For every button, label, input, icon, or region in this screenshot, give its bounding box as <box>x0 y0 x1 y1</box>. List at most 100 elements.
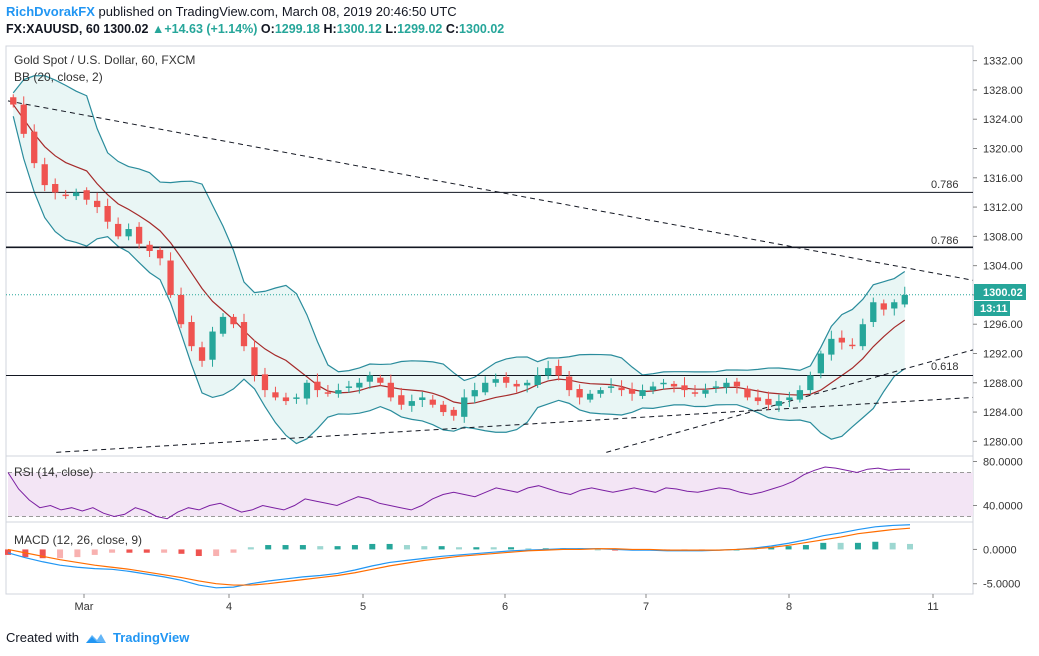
candle <box>450 406 457 421</box>
candle-body <box>62 194 69 197</box>
low-value: 1299.02 <box>397 22 443 36</box>
macd-histogram-bar <box>91 549 98 555</box>
macd-histogram-bar <box>854 542 861 550</box>
candle <box>534 367 541 388</box>
author-name[interactable]: RichDvorakFX <box>6 4 95 19</box>
price-pane-title: Gold Spot / U.S. Dollar, 60, FXCM <box>14 53 195 67</box>
price-tick-label: 1280.00 <box>983 436 1023 448</box>
candle <box>681 377 688 398</box>
macd-histogram-bar <box>195 549 202 557</box>
candle <box>870 297 877 327</box>
price-tick-label: 1328.00 <box>983 85 1023 97</box>
candle <box>691 384 699 397</box>
candle-body <box>492 379 499 383</box>
candle <box>712 380 720 393</box>
publish-header: RichDvorakFX published on TradingView.co… <box>6 4 457 19</box>
candle-body <box>461 397 468 417</box>
candle-body <box>702 390 709 394</box>
price-tick-label: 1332.00 <box>983 56 1023 68</box>
candle-body <box>31 131 38 164</box>
price-tick-label: 1308.00 <box>983 231 1023 243</box>
macd-histogram-bar <box>5 549 11 555</box>
candle <box>94 192 101 214</box>
candle <box>786 391 793 408</box>
macd-histogram-bar <box>907 543 913 550</box>
candle <box>440 400 447 417</box>
candle-body <box>723 382 730 388</box>
candle <box>754 389 762 406</box>
symbol-label: FX:XAUUSD, 60 <box>6 22 100 36</box>
candle-body <box>314 381 321 391</box>
price-tick-label: 1324.00 <box>983 114 1023 126</box>
candle-body <box>828 338 835 355</box>
candle <box>471 382 478 404</box>
candle-body <box>670 383 678 387</box>
candle <box>555 359 562 381</box>
close-value: 1300.02 <box>459 22 505 36</box>
candle <box>303 379 311 405</box>
time-ticks: Mar 4 5 6 7 8 11 <box>75 594 939 613</box>
candle <box>293 393 300 404</box>
tradingview-brand[interactable]: TradingView <box>112 630 190 645</box>
macd-histogram-bar <box>421 546 428 550</box>
low-label: L: <box>385 22 398 36</box>
candle <box>545 360 552 380</box>
macd-histogram-bar <box>334 546 341 550</box>
candle <box>628 382 636 401</box>
macd-histogram-bar <box>109 549 116 553</box>
candle-body <box>177 294 185 325</box>
macd-histogram-bar <box>594 549 601 551</box>
candle <box>429 394 436 408</box>
candle-body <box>880 303 887 310</box>
candle <box>324 384 332 397</box>
macd-histogram-bar <box>39 549 46 559</box>
candle-body <box>471 390 478 397</box>
candle <box>251 339 258 382</box>
candle-body <box>219 316 227 334</box>
macd-histogram-bar <box>57 549 64 559</box>
candle-body <box>188 322 195 347</box>
candle <box>31 124 38 169</box>
candle <box>670 380 678 393</box>
macd-histogram-bar <box>490 547 497 550</box>
price-tick-label: 1312.00 <box>983 202 1023 214</box>
candle-body <box>377 377 384 383</box>
fib-label-2: 0.786 <box>931 235 959 247</box>
candle-body <box>335 390 342 394</box>
candle <box>618 380 625 397</box>
candle <box>83 187 90 205</box>
candle-body <box>303 382 311 399</box>
candle <box>282 392 290 406</box>
candle-body <box>838 337 845 343</box>
candle <box>775 394 783 412</box>
macd-tick-label: 0.0000 <box>983 544 1017 556</box>
candle-body <box>440 404 447 413</box>
candle <box>146 240 153 258</box>
macd-histogram-bar <box>247 547 254 550</box>
candle <box>828 330 835 361</box>
candle <box>156 246 164 266</box>
candle <box>597 387 604 398</box>
candle-body <box>450 409 457 416</box>
price-tick-label: 1320.00 <box>983 144 1023 156</box>
candle <box>198 341 206 367</box>
candle-body <box>272 392 279 398</box>
candle-body <box>565 376 573 391</box>
bb-fill <box>13 75 905 444</box>
candle <box>419 391 426 408</box>
rsi-tick-label: 80.0000 <box>983 457 1023 469</box>
price-badge: 1300.02 13:11 <box>974 284 1026 316</box>
candle <box>461 389 468 423</box>
macd-histogram-bar <box>473 547 480 550</box>
candle-body <box>114 223 122 237</box>
candle-body <box>482 382 489 393</box>
candle-body <box>293 397 300 399</box>
rsi-line <box>7 466 910 520</box>
bb-basis-line <box>12 104 906 405</box>
candle-body <box>366 375 373 382</box>
last-price: 1300.02 <box>103 22 149 36</box>
candle-body <box>146 244 153 251</box>
macd-histogram-bar <box>508 547 515 550</box>
macd-line <box>7 524 911 589</box>
